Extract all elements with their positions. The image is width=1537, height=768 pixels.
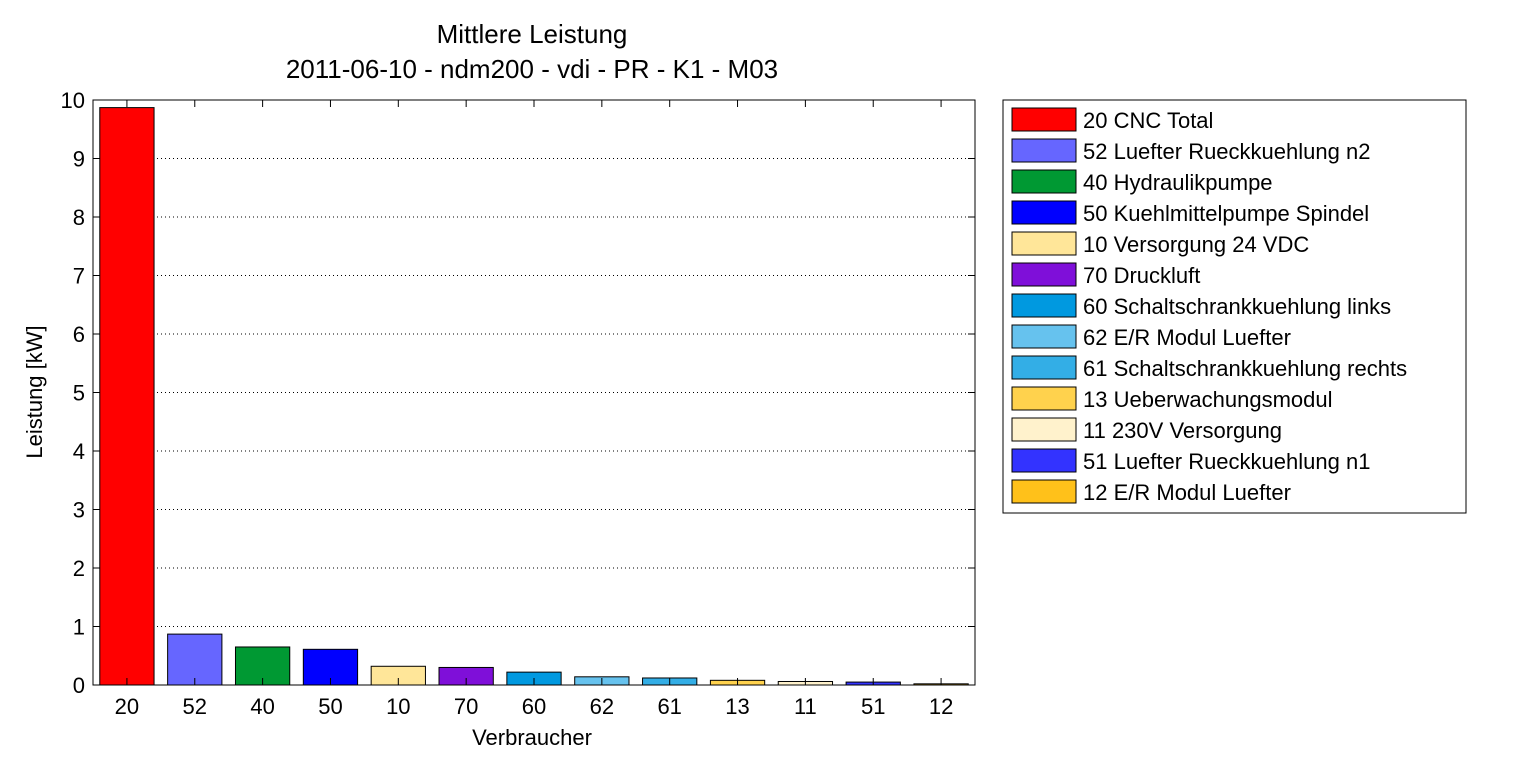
- y-tick-label: 0: [73, 673, 85, 698]
- legend-label: 12 E/R Modul Luefter: [1083, 480, 1291, 505]
- grid-lines: [93, 158, 975, 627]
- legend-swatch: [1011, 386, 1077, 411]
- legend-label: 11 230V Versorgung: [1083, 418, 1282, 443]
- legend-swatch: [1011, 355, 1077, 380]
- chart-subtitle: 2011-06-10 - ndm200 - vdi - PR - K1 - M0…: [286, 54, 778, 84]
- x-tick-label: 62: [590, 694, 614, 719]
- legend-swatch: [1011, 324, 1077, 349]
- legend-swatch: [1011, 479, 1077, 504]
- y-tick-label: 3: [73, 498, 85, 523]
- bar-20: [99, 107, 155, 686]
- x-tick-label: 60: [522, 694, 546, 719]
- y-tick-label: 1: [73, 615, 85, 640]
- legend-swatch: [1011, 293, 1077, 318]
- legend-swatch: [1011, 200, 1077, 225]
- bar-52: [167, 633, 223, 686]
- legend-swatch: [1011, 417, 1077, 442]
- x-axis-label: Verbraucher: [472, 725, 592, 750]
- legend-label: 51 Luefter Rueckkuehlung n1: [1083, 449, 1370, 474]
- y-axis: 0 1 2 3 4 5 6 7 8 9 10: [61, 88, 975, 698]
- x-tick-label: 50: [318, 694, 342, 719]
- x-tick-label: 70: [454, 694, 478, 719]
- legend-label: 62 E/R Modul Luefter: [1083, 325, 1291, 350]
- legend-label: 52 Luefter Rueckkuehlung n2: [1083, 139, 1370, 164]
- y-tick-label: 9: [73, 147, 85, 172]
- legend-label: 70 Druckluft: [1083, 263, 1200, 288]
- y-tick-label: 10: [61, 88, 85, 113]
- y-tick-label: 8: [73, 205, 85, 230]
- legend-label: 10 Versorgung 24 VDC: [1083, 232, 1309, 257]
- x-tick-label: 52: [183, 694, 207, 719]
- y-tick-label: 6: [73, 322, 85, 347]
- x-axis: 20 52 40 50 10 70 60 62 61 13 11 51 12: [115, 100, 953, 719]
- legend-swatch: [1011, 262, 1077, 287]
- legend-label: 40 Hydraulikpumpe: [1083, 170, 1273, 195]
- legend-swatch: [1011, 448, 1077, 473]
- legend-label: 60 Schaltschrankkuehlung links: [1083, 294, 1391, 319]
- x-tick-label: 11: [794, 694, 817, 719]
- legend-label: 20 CNC Total: [1083, 108, 1213, 133]
- y-tick-label: 7: [73, 264, 85, 289]
- legend-box: [1002, 99, 1467, 514]
- legend-label: 50 Kuehlmittelpumpe Spindel: [1083, 201, 1369, 226]
- legend-label: 61 Schaltschrankkuehlung rechts: [1083, 356, 1407, 381]
- legend-items: 20 CNC Total 52 Luefter Rueckkuehlung n2 4…: [1011, 107, 1407, 505]
- y-tick-label: 4: [73, 439, 85, 464]
- legend-swatch: [1011, 169, 1077, 194]
- x-tick-label: 40: [250, 694, 274, 719]
- y-axis-label: Leistung [kW]: [22, 325, 47, 458]
- legend-swatch: [1011, 107, 1077, 132]
- y-tick-label: 2: [73, 556, 85, 581]
- x-tick-label: 51: [861, 694, 885, 719]
- bars: [99, 107, 969, 686]
- legend: 20 CNC Total 52 Luefter Rueckkuehlung n2 4…: [1002, 99, 1467, 514]
- legend-label: 13 Ueberwachungsmodul: [1083, 387, 1333, 412]
- x-tick-label: 12: [929, 694, 953, 719]
- legend-swatch: [1011, 138, 1077, 163]
- x-tick-label: 61: [657, 694, 681, 719]
- x-tick-label: 13: [725, 694, 749, 719]
- y-tick-label: 5: [73, 381, 85, 406]
- x-tick-label: 10: [386, 694, 410, 719]
- x-tick-label: 20: [115, 694, 139, 719]
- chart-title: Mittlere Leistung: [437, 19, 628, 49]
- legend-swatch: [1011, 231, 1077, 256]
